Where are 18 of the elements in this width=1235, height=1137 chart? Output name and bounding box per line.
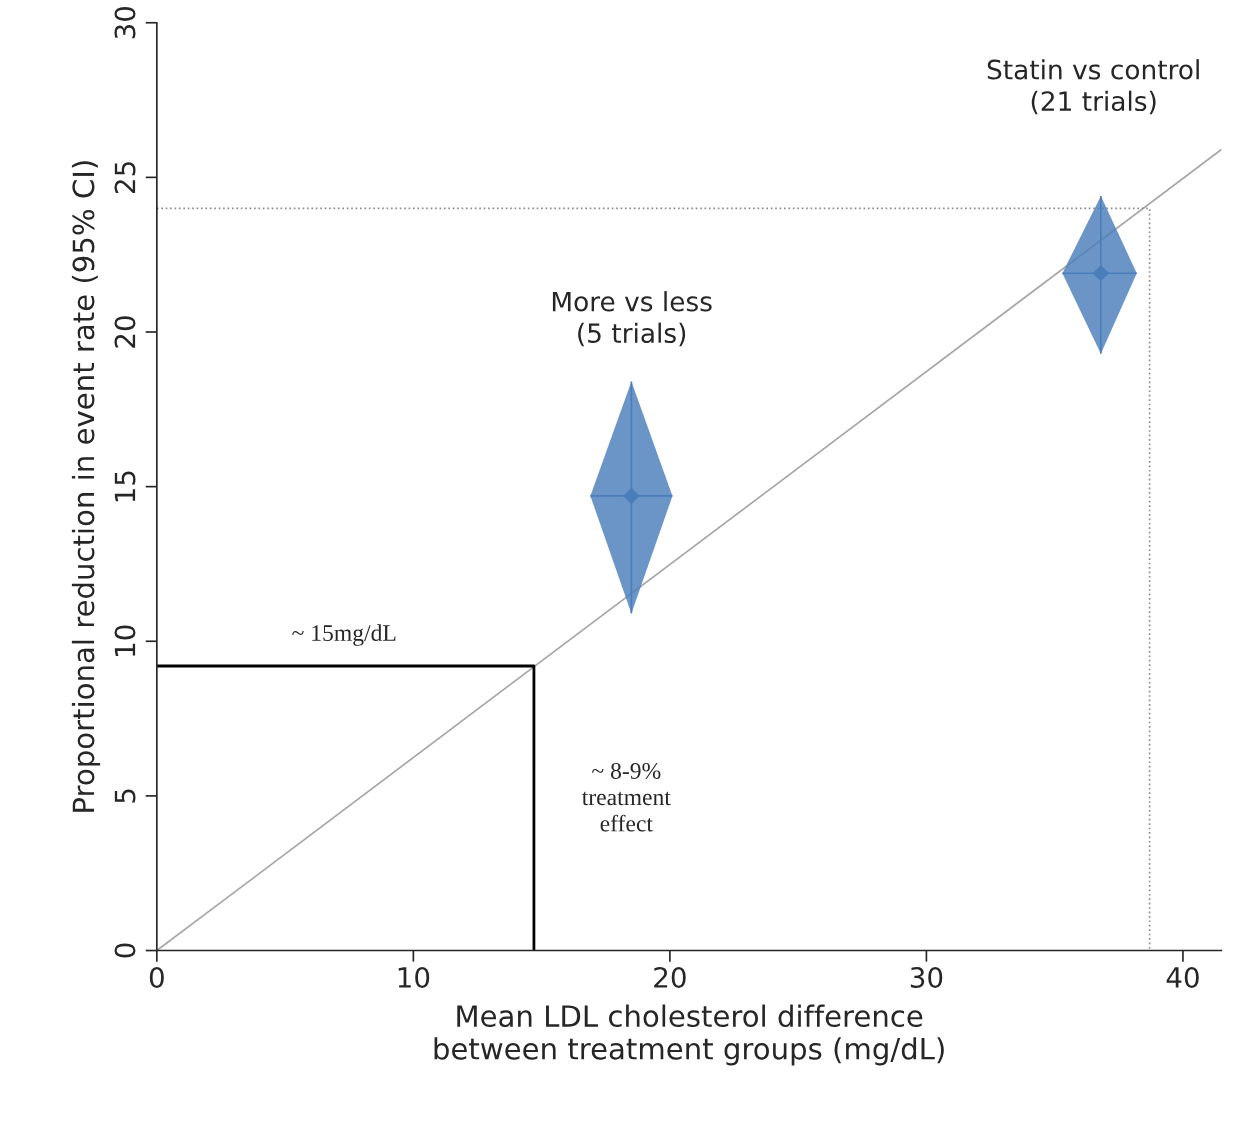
- x-tick-label: 20: [654, 966, 686, 989]
- annotation: More vs less (5 trials): [552, 291, 712, 347]
- annotation: ~ 15mg/dL: [292, 624, 396, 646]
- annotation: Statin vs control (21 trials): [987, 59, 1199, 115]
- y-tick-label: 0: [114, 943, 136, 958]
- x-tick-label: 10: [398, 966, 430, 989]
- annotation: ~ 8-9% treatment effect: [581, 762, 671, 832]
- y-tick-label: 20: [114, 316, 136, 348]
- x-tick-label: 30: [910, 966, 943, 989]
- y-tick-label: 15: [114, 471, 136, 502]
- x-tick-label: 0: [149, 966, 164, 989]
- x-axis-title: Mean LDL cholesterol difference between treatment groups (mg/dL): [434, 1004, 944, 1066]
- y-tick-label: 30: [114, 6, 136, 39]
- y-tick-label: 10: [114, 625, 136, 656]
- x-tick-label: 40: [1166, 966, 1199, 989]
- y-axis-title: Proportional reduction in event rate (95% CI): [71, 161, 101, 812]
- y-tick-label: 25: [114, 162, 136, 194]
- y-tick-label: 5: [114, 789, 136, 803]
